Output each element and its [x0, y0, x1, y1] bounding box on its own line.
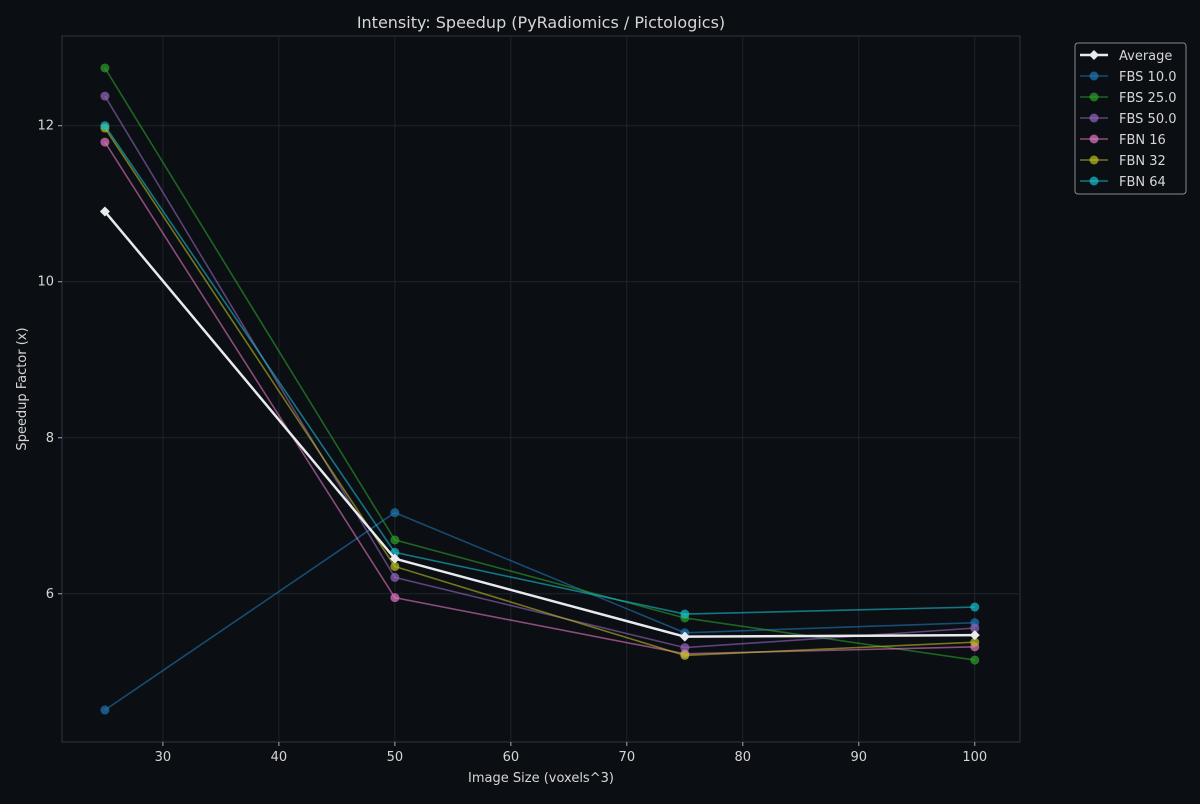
data-point: [99, 206, 110, 217]
legend-marker: [1089, 92, 1099, 102]
series-line: [104, 67, 975, 661]
data-point: [100, 63, 110, 73]
series-fbs-25-0: [100, 63, 980, 665]
x-tick-label: 70: [619, 750, 636, 765]
data-point: [970, 655, 980, 665]
legend-label: FBS 50.0: [1119, 112, 1177, 127]
legend-marker: [1089, 71, 1099, 81]
legend-box: [1074, 42, 1187, 195]
legend-item: FBS 25.0: [1080, 91, 1177, 106]
series-line: [103, 210, 975, 638]
data-point: [680, 609, 690, 619]
legend-label: FBN 32: [1119, 154, 1166, 169]
grid: [62, 36, 1020, 742]
series-fbn-64: [100, 121, 980, 619]
legend-label: Average: [1119, 49, 1172, 64]
data-point: [390, 508, 400, 518]
x-tick-label: 30: [155, 750, 172, 765]
data-point: [100, 121, 110, 131]
x-tick-label: 100: [962, 750, 987, 765]
data-point: [680, 643, 690, 653]
data-point: [970, 602, 980, 612]
series-line: [104, 127, 975, 657]
legend-item: Average: [1080, 49, 1172, 64]
series-average: [99, 206, 980, 642]
x-tick-label: 90: [851, 750, 868, 765]
x-tick-label: 60: [503, 750, 520, 765]
x-tick-label: 50: [387, 750, 404, 765]
data-point: [970, 623, 980, 633]
data-point: [100, 705, 110, 715]
legend-item: FBS 50.0: [1080, 112, 1177, 127]
series-fbs-50-0: [100, 91, 980, 653]
legend-marker: [1089, 113, 1099, 123]
y-tick-label: 6: [46, 587, 54, 602]
legend-marker: [1089, 50, 1099, 60]
y-tick-label: 12: [37, 119, 54, 134]
legend-item: FBN 32: [1080, 154, 1166, 169]
series-line: [104, 511, 975, 711]
y-tick-label: 10: [37, 275, 54, 290]
x-tick-label: 80: [735, 750, 752, 765]
data-point: [390, 572, 400, 582]
chart-title: Intensity: Speedup (PyRadiomics / Pictol…: [357, 13, 725, 32]
data-point: [679, 631, 690, 642]
legend-label: FBS 25.0: [1119, 91, 1177, 106]
series-group: [99, 63, 980, 715]
series-fbs-10-0: [100, 508, 980, 715]
data-point: [390, 593, 400, 603]
series-line: [104, 95, 975, 649]
legend-marker: [1089, 155, 1099, 165]
data-point: [680, 650, 690, 660]
data-point: [389, 553, 400, 564]
data-point: [390, 561, 400, 571]
x-axis-label: Image Size (voxels^3): [468, 771, 614, 786]
data-point: [390, 535, 400, 545]
y-tick-label: 8: [46, 431, 54, 446]
data-point: [970, 637, 980, 647]
legend-item: FBN 16: [1080, 133, 1166, 148]
plot-area: [61, 35, 1021, 743]
legend-marker: [1089, 134, 1099, 144]
legend-item: FBS 10.0: [1080, 70, 1177, 85]
x-tick-label: 40: [271, 750, 288, 765]
ticks: 30 40 50 60 70 80 90 100 6 8 10 12: [37, 119, 987, 765]
legend-label: FBN 64: [1119, 175, 1166, 190]
legend-label: FBN 16: [1119, 133, 1166, 148]
series-line: [104, 125, 975, 615]
data-point: [969, 630, 980, 641]
legend-item: FBN 64: [1080, 175, 1166, 190]
legend-marker: [1089, 176, 1099, 186]
legend-label: FBS 10.0: [1119, 70, 1177, 85]
data-point: [100, 91, 110, 101]
series-line: [104, 141, 975, 655]
legend: Average FBS 10.0 FBS 25.0 FBS 50.0 FBN 16 FBN…: [1074, 42, 1187, 195]
y-axis-label: Speedup Factor (x): [15, 327, 30, 450]
data-point: [100, 137, 110, 147]
